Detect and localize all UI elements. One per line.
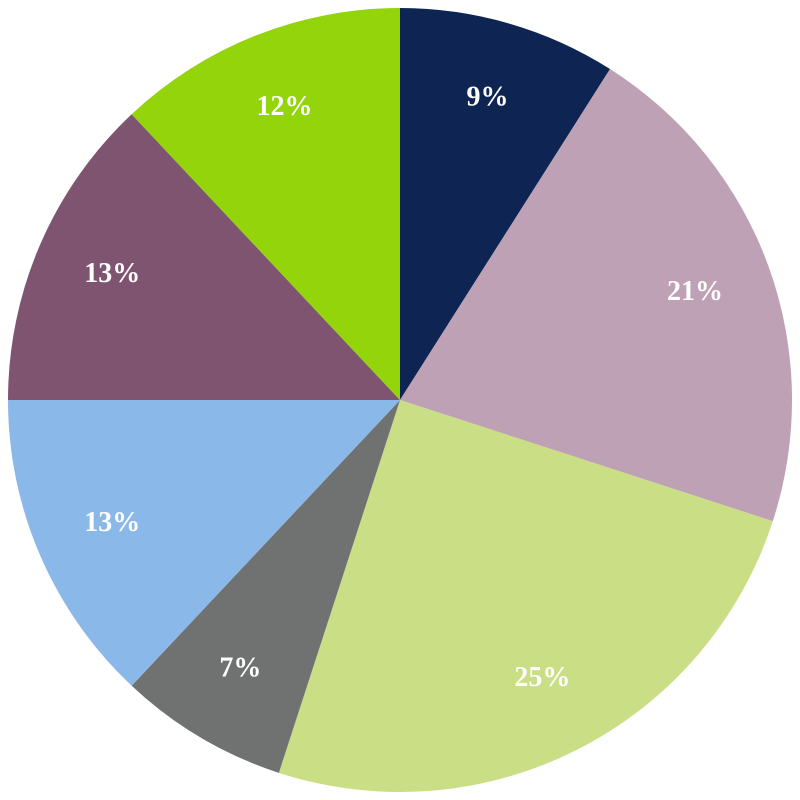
pie-slice bbox=[400, 69, 792, 522]
pie-slice bbox=[8, 114, 400, 401]
slice-label: 9% bbox=[466, 81, 508, 112]
pie-slice bbox=[8, 400, 400, 686]
pie-slice bbox=[131, 400, 400, 773]
slice-label: 12% bbox=[257, 91, 313, 122]
pie-slice bbox=[278, 400, 773, 792]
slice-label: 21% bbox=[667, 276, 723, 307]
slice-label: 13% bbox=[84, 258, 140, 289]
slice-label: 13% bbox=[84, 507, 140, 538]
pie-slice bbox=[131, 8, 400, 400]
pie-slice bbox=[400, 8, 611, 400]
slice-label: 25% bbox=[514, 662, 570, 693]
slice-label: 7% bbox=[219, 652, 261, 683]
